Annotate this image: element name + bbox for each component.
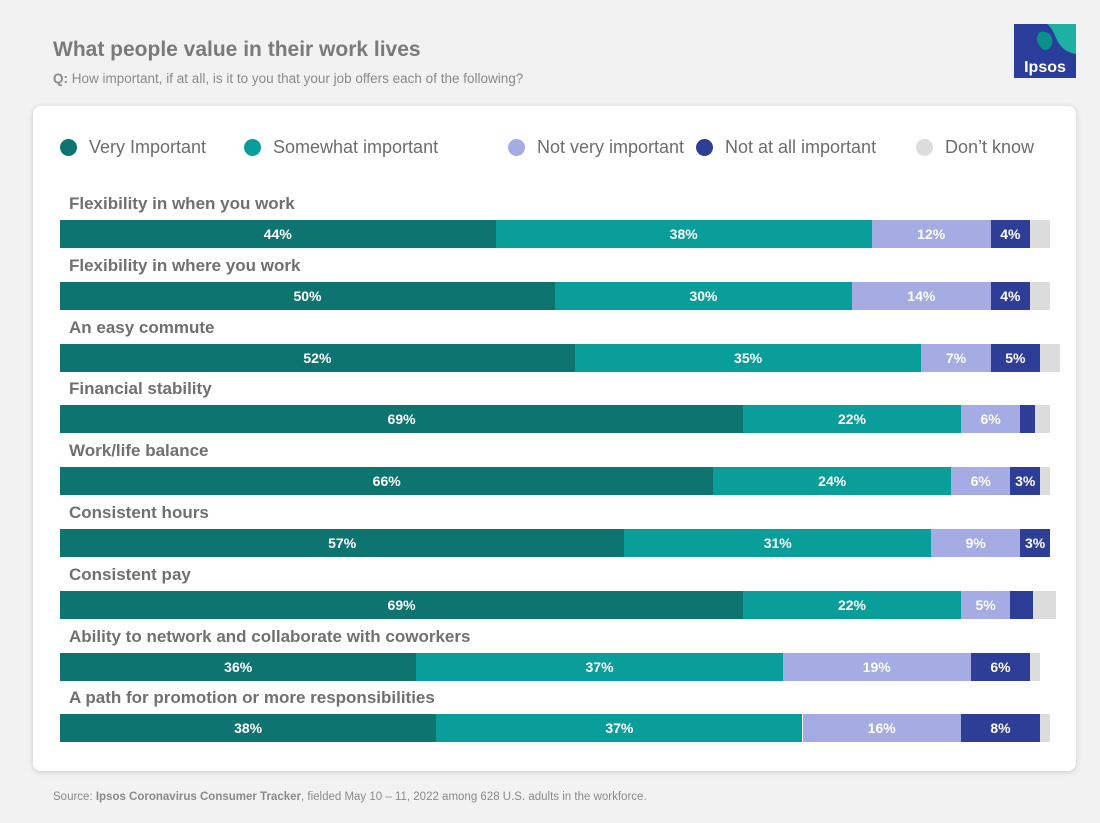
bar-row: 57% 31% 9% 3% <box>60 529 1050 557</box>
category-label: Financial stability <box>69 379 212 398</box>
legend-label: Not very important <box>537 136 685 157</box>
bar-segment-very-important: 52% <box>60 344 575 372</box>
bar-segment-very-important: 50% <box>60 282 555 310</box>
bar-segment-somewhat-important: 30% <box>555 282 852 310</box>
source-prefix: Source: <box>53 791 96 803</box>
bar-row: 69% 22% 5% <box>60 591 1056 619</box>
bar-segment-not-very-important: 16% <box>802 714 961 742</box>
chart-legend: Very Important Somewhat important Not very… <box>60 134 1050 160</box>
bar-segment-dont-know <box>1035 405 1050 433</box>
bar-segment-not-at-all-important: 5% <box>990 344 1041 372</box>
bar-segment-somewhat-important: 35% <box>574 344 922 372</box>
legend-item-dont-know: Don’t know <box>916 134 1034 160</box>
bar-row: 52% 35% 7% 5% <box>60 344 1060 372</box>
bar-segment-very-important: 69% <box>60 405 744 433</box>
category-label: Work/life balance <box>69 441 209 460</box>
bar-segment-not-at-all-important: 3% <box>1020 529 1050 557</box>
bar-segment-dont-know <box>1040 467 1050 495</box>
legend-swatch <box>508 138 525 156</box>
bar-segment-very-important: 38% <box>60 714 437 742</box>
bar-segment-not-very-important: 14% <box>852 282 991 310</box>
bar-segment-not-at-all-important: 8% <box>960 714 1041 742</box>
bar-segment-dont-know <box>1030 653 1041 681</box>
bar-segment-not-at-all-important: 4% <box>990 220 1031 248</box>
category-label: An easy commute <box>69 318 215 337</box>
bar-segment-not-at-all-important <box>1010 591 1034 619</box>
bar-segment-somewhat-important: 22% <box>743 591 961 619</box>
bar-segment-somewhat-important: 24% <box>713 467 951 495</box>
legend-label: Not at all important <box>725 136 877 157</box>
legend-label: Somewhat important <box>273 136 439 157</box>
bar-segment-not-very-important: 6% <box>951 467 1011 495</box>
bar-segment-somewhat-important: 37% <box>436 714 803 742</box>
bar-segment-somewhat-important: 38% <box>495 220 872 248</box>
bar-segment-very-important: 44% <box>60 220 496 248</box>
bar-segment-not-at-all-important: 3% <box>1010 467 1041 495</box>
bar-segment-not-very-important: 12% <box>871 220 991 248</box>
bar-segment-very-important: 69% <box>60 591 744 619</box>
bar-segment-dont-know <box>1040 344 1060 372</box>
bar-segment-not-very-important: 19% <box>782 653 971 681</box>
question-text: How important, if at all, is it to you t… <box>71 71 524 86</box>
chart-title: What people value in their work lives <box>53 38 421 61</box>
source-note: Source: Ipsos Coronavirus Consumer Track… <box>53 791 647 803</box>
legend-item-somewhat-important: Somewhat important <box>244 134 438 160</box>
bar-segment-not-at-all-important: 6% <box>970 653 1031 681</box>
question-label: Q: <box>53 71 68 86</box>
bar-segment-dont-know <box>1030 220 1050 248</box>
category-label: Consistent hours <box>69 503 209 522</box>
category-label: Ability to network and collaborate with … <box>69 627 471 646</box>
legend-label: Very Important <box>89 136 207 157</box>
bar-segment-not-very-important: 6% <box>960 405 1021 433</box>
bar-segment-very-important: 57% <box>60 529 625 557</box>
bar-segment-not-very-important: 7% <box>921 344 991 372</box>
source-name: Ipsos Coronavirus Consumer Tracker <box>95 791 301 803</box>
legend-item-not-very-important: Not very important <box>508 134 684 160</box>
legend-swatch <box>60 138 77 156</box>
bar-row: 38% 37% 16% 8% <box>60 714 1050 742</box>
bar-segment-dont-know <box>1040 714 1050 742</box>
logo-text: Ipsos <box>1024 59 1066 76</box>
legend-item-very-important: Very Important <box>60 134 206 160</box>
bar-segment-not-very-important: 5% <box>960 591 1011 619</box>
category-label: A path for promotion or more responsibil… <box>69 688 435 707</box>
chart-subtitle: Q: How important, if at all, is it to yo… <box>53 71 523 86</box>
bar-row: 44% 38% 12% 4% <box>60 220 1050 248</box>
bar-row: 69% 22% 6% <box>60 405 1050 433</box>
legend-swatch <box>916 138 933 156</box>
category-label: Flexibility in when you work <box>69 194 295 213</box>
bar-segment-somewhat-important: 31% <box>624 529 932 557</box>
category-label: Consistent pay <box>69 565 191 584</box>
ipsos-logo-icon: Ipsos <box>1014 24 1076 78</box>
bar-segment-not-at-all-important: 4% <box>990 282 1031 310</box>
ipsos-logo: Ipsos <box>1014 24 1076 78</box>
bar-segment-very-important: 36% <box>60 653 417 681</box>
legend-swatch <box>244 138 261 156</box>
bar-segment-very-important: 66% <box>60 467 714 495</box>
category-label: Flexibility in where you work <box>69 256 301 275</box>
bar-row: 66% 24% 6% 3% <box>60 467 1050 495</box>
bar-row: 50% 30% 14% 4% <box>60 282 1050 310</box>
source-details: , fielded May 10 – 11, 2022 among 628 U.… <box>300 791 647 803</box>
legend-label: Don’t know <box>945 136 1035 157</box>
bar-row: 36% 37% 19% 6% <box>60 653 1050 681</box>
bar-segment-not-very-important: 9% <box>931 529 1021 557</box>
legend-swatch <box>696 138 713 156</box>
bar-segment-somewhat-important: 22% <box>743 405 961 433</box>
legend-item-not-at-all-important: Not at all important <box>696 134 876 160</box>
bar-segment-somewhat-important: 37% <box>416 653 783 681</box>
bar-segment-dont-know <box>1030 282 1050 310</box>
bar-segment-dont-know <box>1033 591 1056 619</box>
bar-segment-not-at-all-important <box>1020 405 1036 433</box>
